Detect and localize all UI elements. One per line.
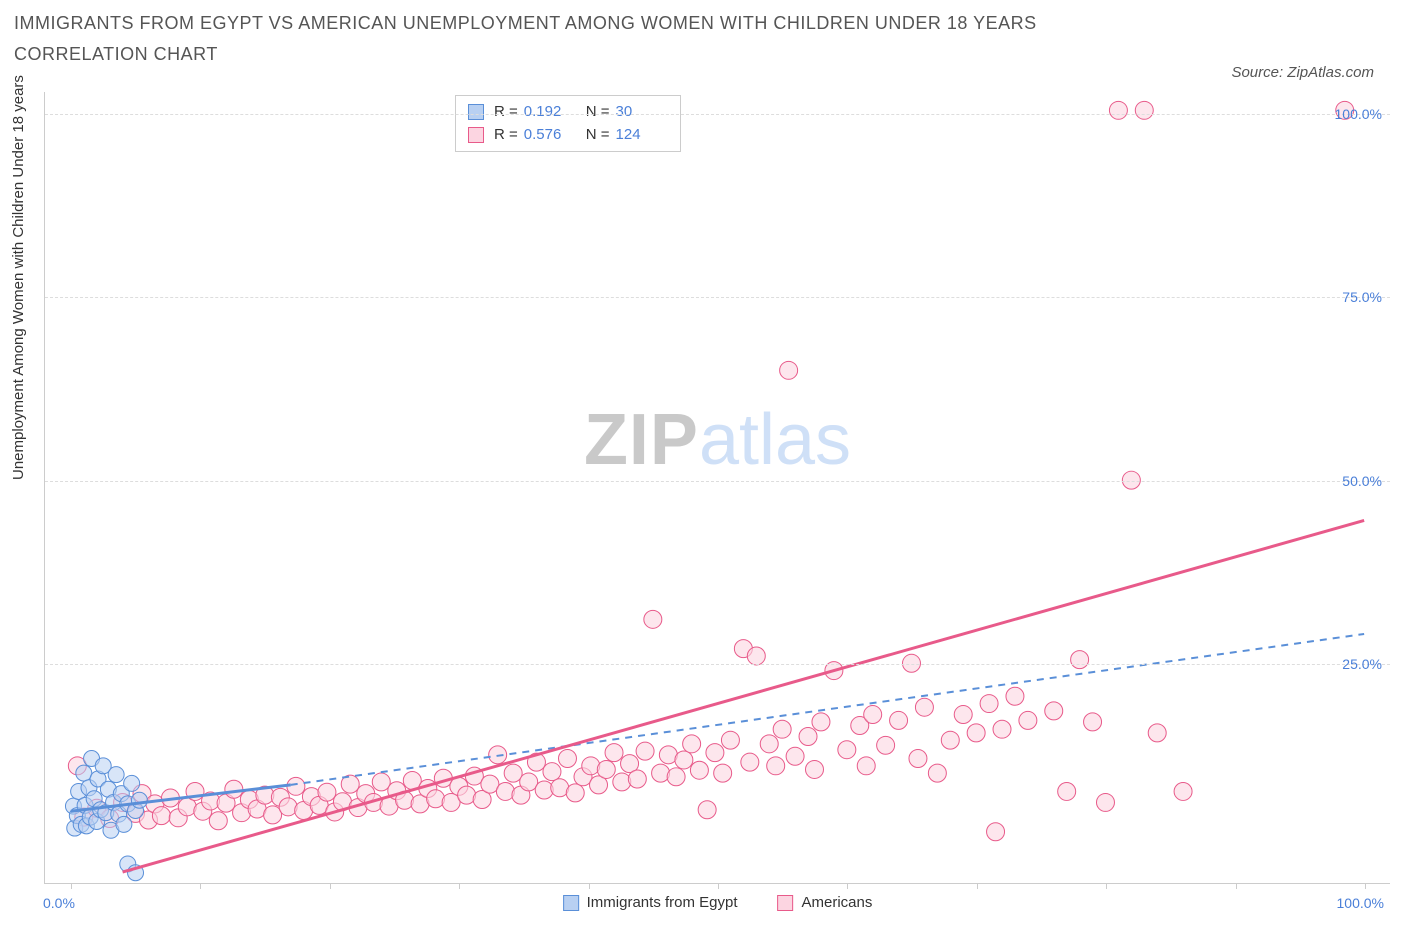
stats-row-pink: R = 0.576 N = 124 <box>468 123 668 146</box>
chart-area: ZIPatlas R = 0.192 N = 30 R = 0.576 N = … <box>44 92 1390 884</box>
r-value-pink: 0.576 <box>524 123 576 146</box>
y-axis-label: Unemployment Among Women with Children U… <box>10 75 27 480</box>
legend-item-blue: Immigrants from Egypt <box>563 894 738 911</box>
legend-label-pink: Americans <box>802 894 873 911</box>
x-tick <box>330 883 331 889</box>
x-max-label: 100.0% <box>1337 895 1384 911</box>
gridline <box>45 297 1390 298</box>
x-tick <box>977 883 978 889</box>
y-tick-label: 25.0% <box>1342 656 1382 672</box>
x-tick <box>71 883 72 889</box>
gridline <box>45 664 1390 665</box>
x-tick <box>1106 883 1107 889</box>
n-value-blue: 30 <box>616 100 668 123</box>
swatch-blue-icon <box>468 104 484 120</box>
swatch-pink-icon <box>468 127 484 143</box>
x-tick <box>589 883 590 889</box>
chart-header: IMMIGRANTS FROM EGYPT VS AMERICAN UNEMPL… <box>14 8 1392 69</box>
gridline <box>45 114 1390 115</box>
r-label-blue: R = <box>494 100 518 123</box>
gridline <box>45 481 1390 482</box>
r-label-pink: R = <box>494 123 518 146</box>
x-origin-label: 0.0% <box>43 895 75 911</box>
y-tick-label: 50.0% <box>1342 473 1382 489</box>
x-tick <box>1236 883 1237 889</box>
legend-label-blue: Immigrants from Egypt <box>587 894 738 911</box>
y-tick-label: 100.0% <box>1335 106 1382 122</box>
r-value-blue: 0.192 <box>524 100 576 123</box>
stats-legend-box: R = 0.192 N = 30 R = 0.576 N = 124 <box>455 95 681 152</box>
n-value-pink: 124 <box>616 123 668 146</box>
n-label-blue: N = <box>586 100 610 123</box>
x-tick <box>1365 883 1366 889</box>
legend-swatch-blue-icon <box>563 895 579 911</box>
source-label: Source: ZipAtlas.com <box>1231 64 1374 81</box>
n-label-pink: N = <box>586 123 610 146</box>
x-tick <box>847 883 848 889</box>
stats-row-blue: R = 0.192 N = 30 <box>468 100 668 123</box>
x-tick <box>200 883 201 889</box>
legend-swatch-pink-icon <box>778 895 794 911</box>
bottom-legend: Immigrants from Egypt Americans <box>563 894 873 911</box>
y-tick-label: 75.0% <box>1342 289 1382 305</box>
x-tick <box>459 883 460 889</box>
scatter-plot-svg <box>45 92 1390 883</box>
chart-title: IMMIGRANTS FROM EGYPT VS AMERICAN UNEMPL… <box>14 8 1114 69</box>
legend-item-pink: Americans <box>778 894 873 911</box>
x-tick <box>718 883 719 889</box>
